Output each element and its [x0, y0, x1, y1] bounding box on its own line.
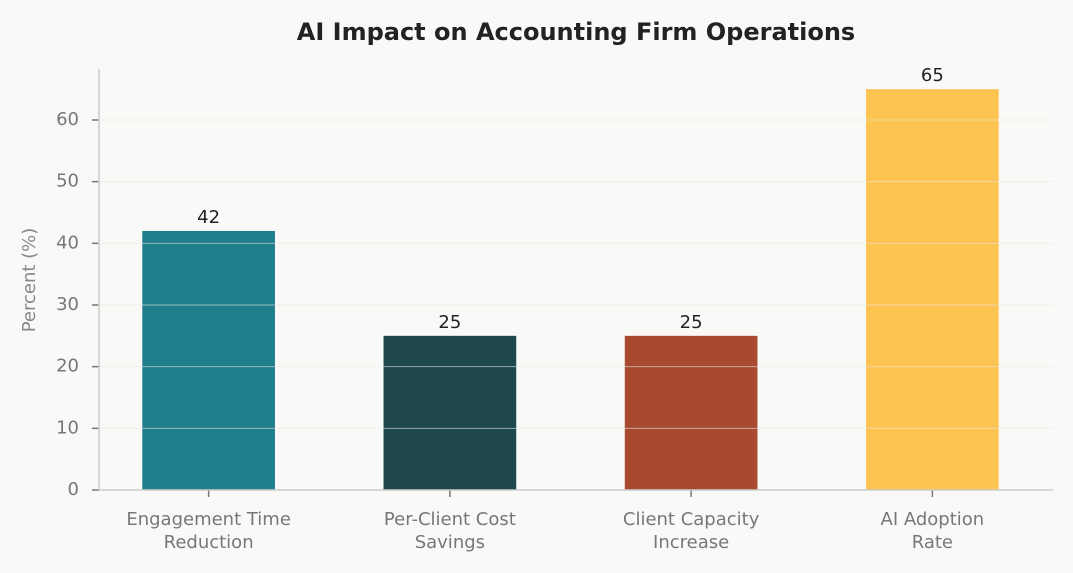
y-axis-label: Percent (%)	[19, 228, 40, 333]
x-tick-label: Engagement Time Reduction	[126, 509, 291, 553]
value-label: 42	[197, 207, 220, 228]
value-label: 65	[921, 65, 944, 86]
x-tick-label: Per-Client Cost Savings	[383, 509, 516, 553]
x-tick-label: Client Capacity Increase	[622, 509, 760, 553]
bar	[383, 335, 517, 490]
y-tick-label: 20	[56, 356, 79, 377]
y-tick-label: 50	[56, 171, 79, 192]
value-label: 25	[680, 312, 703, 333]
y-tick-label: 40	[56, 232, 79, 253]
y-tick-label: 30	[56, 294, 79, 315]
bar	[866, 89, 999, 491]
chart-title: AI Impact on Accounting Firm Operations	[297, 18, 855, 46]
y-tick-label: 0	[68, 479, 79, 500]
bar	[624, 335, 758, 490]
value-label: 25	[438, 312, 461, 333]
x-tick-label: AI Adoption Rate	[880, 509, 985, 553]
y-tick-label: 10	[56, 417, 79, 438]
bar	[142, 231, 275, 490]
y-tick-label: 60	[56, 109, 79, 130]
